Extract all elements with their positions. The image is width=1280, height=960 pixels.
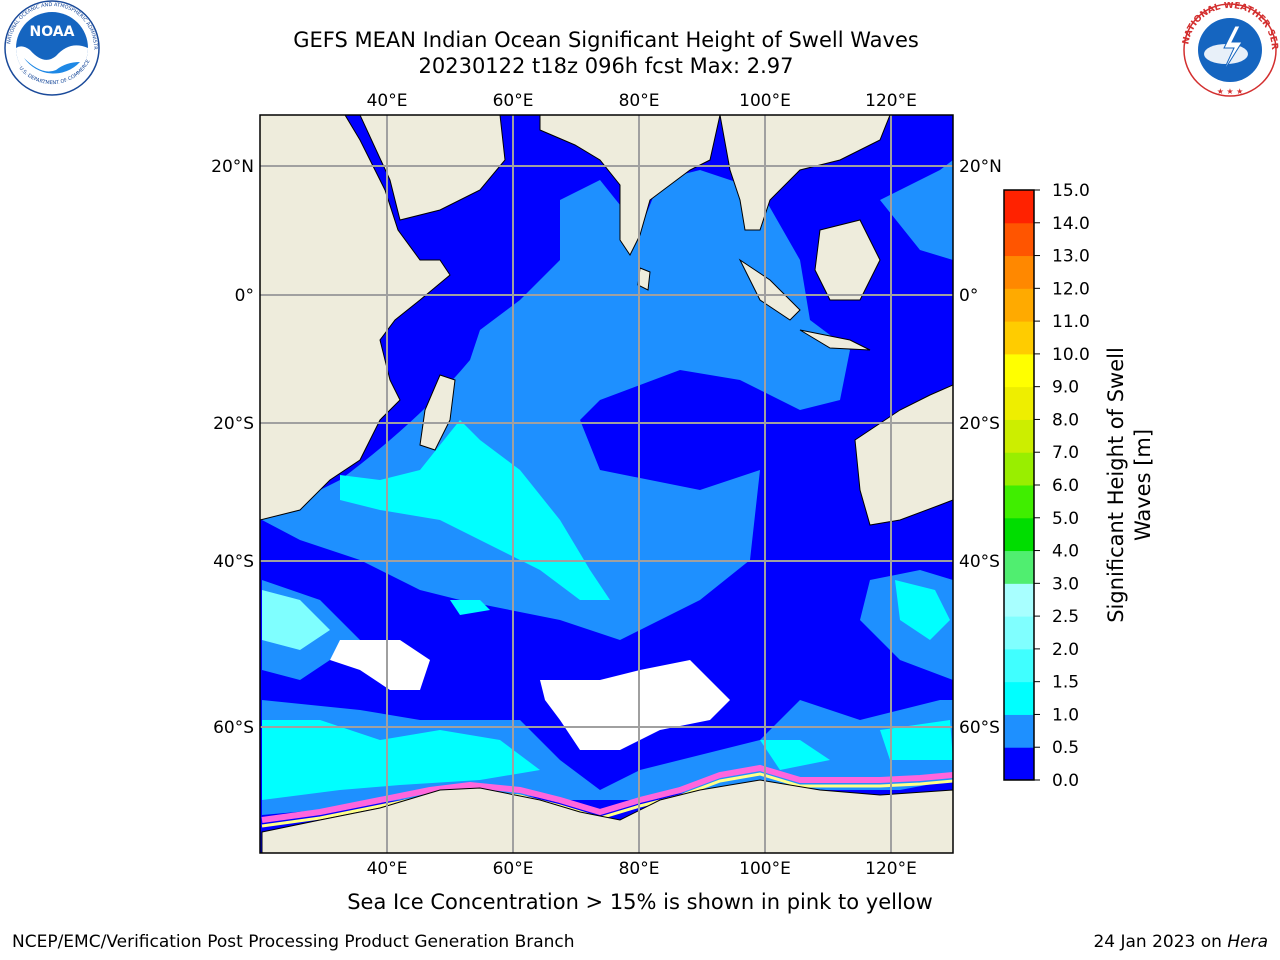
lat-tick: 20°S bbox=[213, 414, 254, 434]
colorbar-segment bbox=[1004, 517, 1034, 552]
lat-tick: 60°S bbox=[959, 718, 1000, 738]
footer-date-text: 24 Jan 2023 on bbox=[1093, 932, 1228, 952]
lat-tick: 0° bbox=[235, 286, 254, 306]
lon-tick: 40°E bbox=[367, 91, 408, 111]
lon-tick: 60°E bbox=[493, 859, 534, 879]
colorbar: 0.0 0.5 1.0 1.5 2.0 2.5 3.0 4.0 5.0 6.0 7.0 8.0 9.0 1… bbox=[1003, 181, 1090, 791]
lon-tick: 40°E bbox=[367, 859, 408, 879]
map-gridlines bbox=[260, 115, 953, 853]
lat-tick: 20°N bbox=[211, 157, 254, 177]
colorbar-segment bbox=[1004, 321, 1034, 355]
colorbar-segment bbox=[1004, 353, 1034, 388]
colorbar-label: 7.0 bbox=[1052, 443, 1079, 463]
land-australia bbox=[854, 384, 953, 526]
chart-subtitle: 20230122 t18z 096h fcst Max: 2.97 bbox=[418, 54, 794, 78]
lat-ticks-right: 20°N 0° 20°S 40°S 60°S bbox=[959, 157, 1002, 738]
footer-date: 24 Jan 2023 on Hera bbox=[1093, 932, 1268, 952]
map-frame bbox=[259, 114, 954, 854]
lat-tick: 40°S bbox=[959, 552, 1000, 572]
sea-ice-note: Sea Ice Concentration > 15% is shown in … bbox=[347, 890, 933, 914]
colorbar-label: 0.0 bbox=[1052, 771, 1079, 791]
colorbar-segment bbox=[1004, 222, 1034, 257]
colorbar-label: 1.0 bbox=[1052, 705, 1079, 725]
colorbar-label: 6.0 bbox=[1052, 476, 1079, 496]
lon-ticks-top: 40°E 60°E 80°E 100°E 120°E bbox=[367, 91, 917, 111]
svg-text:★ ★ ★: ★ ★ ★ bbox=[1217, 87, 1244, 96]
lon-tick: 120°E bbox=[865, 859, 917, 879]
nws-logo: NATIONAL WEATHER SERVICE ★ ★ ★ bbox=[1180, 2, 1279, 97]
svg-text:NOAA: NOAA bbox=[30, 24, 75, 40]
colorbar-label: 2.5 bbox=[1052, 607, 1079, 627]
colorbar-label: 10.0 bbox=[1052, 345, 1090, 365]
land-se-asia bbox=[719, 115, 891, 231]
colorbar-label: 8.0 bbox=[1052, 410, 1079, 430]
lat-tick: 60°S bbox=[213, 718, 254, 738]
land-africa bbox=[260, 115, 451, 521]
footer-credit: NCEP/EMC/Verification Post Processing Pr… bbox=[12, 932, 575, 952]
colorbar-label: 2.0 bbox=[1052, 640, 1079, 660]
colorbar-label: 3.0 bbox=[1052, 574, 1079, 594]
colorbar-segment bbox=[1004, 681, 1034, 715]
colorbar-segment bbox=[1004, 747, 1034, 781]
colorbar-segment bbox=[1004, 550, 1034, 584]
colorbar-segment bbox=[1004, 255, 1034, 289]
colorbar-segment bbox=[1004, 419, 1034, 453]
land-antarctica bbox=[261, 779, 953, 853]
noaa-logo: NOAA NATIONAL OCEANIC AND ATMOSPHERIC AD… bbox=[0, 0, 100, 96]
colorbar-title-line1: Significant Height of Swell bbox=[1104, 347, 1128, 623]
swell-band-high bbox=[340, 420, 610, 600]
footer-host: Hera bbox=[1227, 932, 1268, 952]
lon-tick: 80°E bbox=[619, 859, 660, 879]
lat-tick: 20°S bbox=[959, 414, 1000, 434]
lon-tick: 80°E bbox=[619, 91, 660, 111]
lat-ticks-left: 20°N 0° 20°S 40°S 60°S bbox=[211, 157, 254, 738]
lon-tick: 60°E bbox=[493, 91, 534, 111]
colorbar-label: 13.0 bbox=[1052, 247, 1090, 267]
colorbar-label: 15.0 bbox=[1052, 181, 1090, 201]
colorbar-label: 5.0 bbox=[1052, 509, 1079, 529]
lon-tick: 120°E bbox=[865, 91, 917, 111]
colorbar-segment bbox=[1004, 714, 1034, 748]
lat-tick: 40°S bbox=[213, 552, 254, 572]
lon-tick: 100°E bbox=[739, 859, 791, 879]
colorbar-segment bbox=[1004, 583, 1034, 617]
lat-tick: 20°N bbox=[959, 157, 1002, 177]
colorbar-segment bbox=[1004, 648, 1034, 683]
swell-band-mid bbox=[262, 170, 850, 640]
lon-ticks-bottom: 40°E 60°E 80°E 100°E 120°E bbox=[367, 859, 917, 879]
colorbar-segment bbox=[1004, 452, 1034, 486]
colorbar-segment bbox=[1004, 616, 1034, 650]
colorbar-label: 14.0 bbox=[1052, 214, 1090, 234]
colorbar-title-line2: Waves [m] bbox=[1131, 429, 1155, 541]
colorbar-label: 12.0 bbox=[1052, 279, 1090, 299]
colorbar-segment bbox=[1004, 190, 1034, 224]
colorbar-segment bbox=[1004, 288, 1034, 322]
land-madagascar bbox=[419, 374, 456, 451]
land-arabia bbox=[359, 115, 506, 221]
colorbar-label: 4.0 bbox=[1052, 542, 1079, 562]
colorbar-label: 1.5 bbox=[1052, 673, 1079, 693]
lat-tick: 0° bbox=[959, 286, 978, 306]
lon-tick: 100°E bbox=[739, 91, 791, 111]
colorbar-label: 11.0 bbox=[1052, 312, 1090, 332]
colorbar-label: 0.5 bbox=[1052, 738, 1079, 758]
colorbar-label: 9.0 bbox=[1052, 378, 1079, 398]
colorbar-segment bbox=[1004, 386, 1034, 420]
colorbar-segment bbox=[1004, 485, 1034, 519]
chart-title: GEFS MEAN Indian Ocean Significant Heigh… bbox=[293, 28, 919, 52]
